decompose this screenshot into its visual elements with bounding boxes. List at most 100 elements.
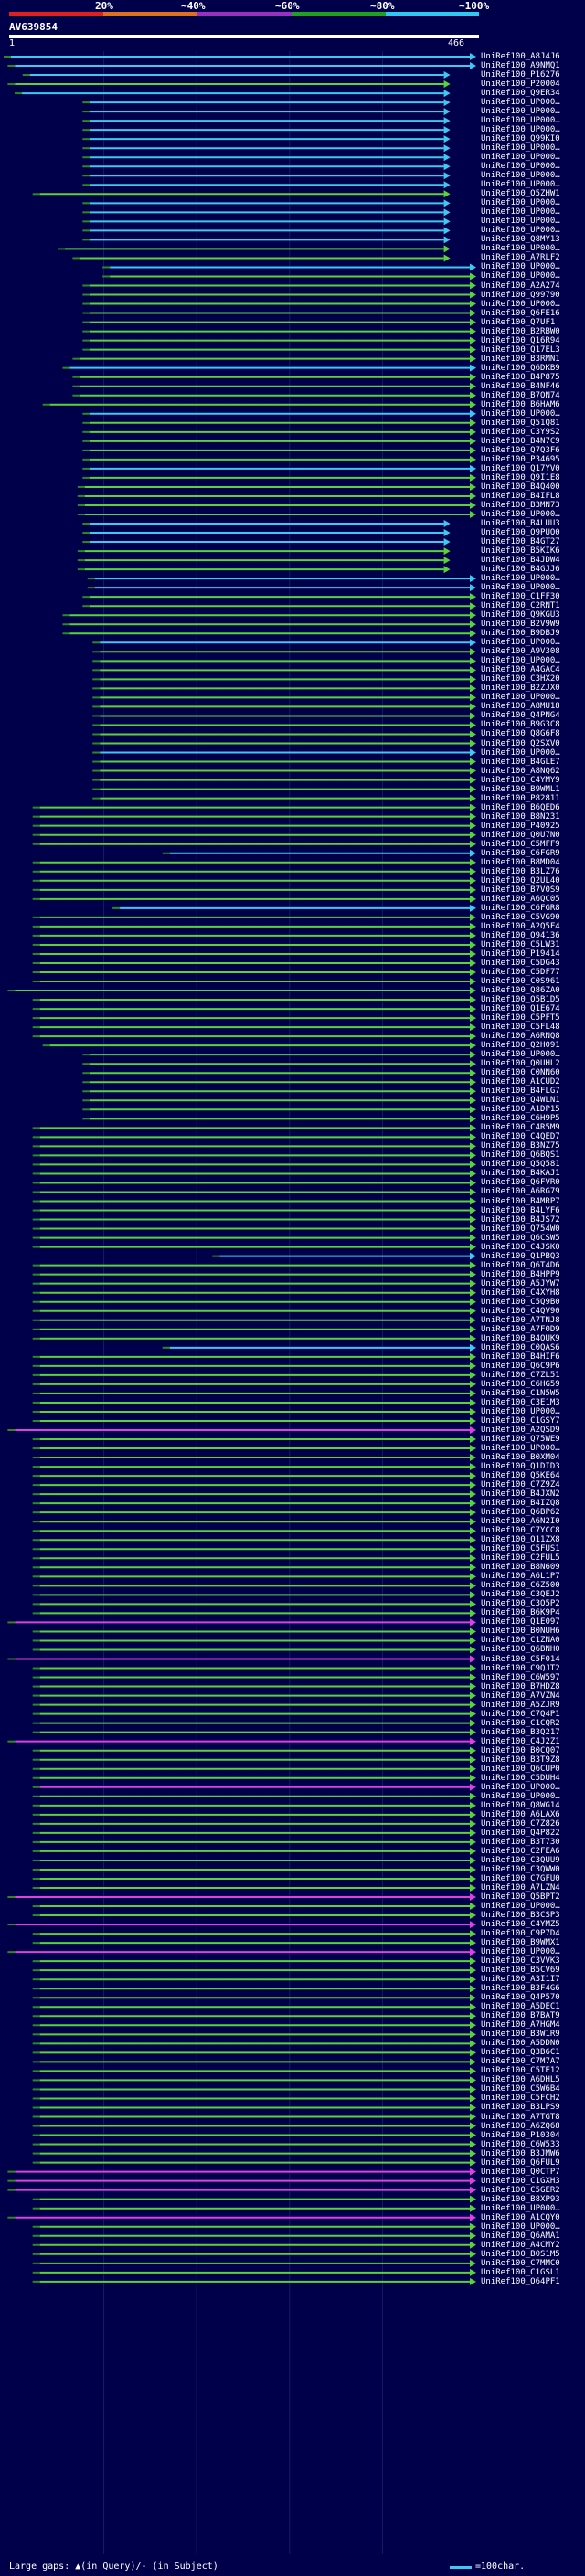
hit-label[interactable]: UniRef100_UP000…: [481, 408, 560, 419]
hit-label[interactable]: UniRef100_Q5ZHW1: [481, 189, 560, 199]
hit-label[interactable]: UniRef100_B3LZ76: [481, 866, 560, 876]
hit-label[interactable]: UniRef100_Q51Q81: [481, 418, 560, 428]
hit-label[interactable]: UniRef100_P16276: [481, 70, 560, 80]
hit-label[interactable]: UniRef100_UP000…: [481, 1902, 560, 1912]
hit-label[interactable]: UniRef100_B4FLG7: [481, 1087, 560, 1097]
hit-label[interactable]: UniRef100_Q6BNH0: [481, 1645, 560, 1655]
hit-label[interactable]: UniRef100_C4J2Z1: [481, 1736, 560, 1746]
hit-label[interactable]: UniRef100_A7HGM4: [481, 2020, 560, 2030]
hit-label[interactable]: UniRef100_UP000…: [481, 574, 560, 584]
hit-label[interactable]: UniRef100_B8XP93: [481, 2194, 560, 2204]
hit-label[interactable]: UniRef100_UP000…: [481, 207, 560, 217]
hit-label[interactable]: UniRef100_A2QSD9: [481, 1426, 560, 1435]
hit-label[interactable]: UniRef100_B0S1M5: [481, 2249, 560, 2259]
hit-label[interactable]: UniRef100_Q9PUQ0: [481, 528, 560, 538]
hit-label[interactable]: UniRef100_C5Q9B0: [481, 1297, 560, 1307]
hit-label[interactable]: UniRef100_C9QJT2: [481, 1663, 560, 1673]
hit-label[interactable]: UniRef100_C1GSY7: [481, 1415, 560, 1426]
hit-label[interactable]: UniRef100_Q1DID3: [481, 1462, 560, 1472]
hit-label[interactable]: UniRef100_Q6AMA1: [481, 2231, 560, 2241]
hit-label[interactable]: UniRef100_C6W533: [481, 2139, 560, 2149]
hit-label[interactable]: UniRef100_C6W597: [481, 1672, 560, 1682]
hit-label[interactable]: UniRef100_UP000…: [481, 1406, 560, 1416]
hit-label[interactable]: UniRef100_C3Y9S2: [481, 427, 560, 437]
hit-label[interactable]: UniRef100_C7Q4P1: [481, 1709, 560, 1719]
hit-label[interactable]: UniRef100_P34695: [481, 454, 560, 464]
hit-label[interactable]: UniRef100_B0NUH6: [481, 1627, 560, 1637]
hit-label[interactable]: UniRef100_A6L1P7: [481, 1572, 560, 1582]
hit-label[interactable]: UniRef100_UP000…: [481, 271, 560, 281]
hit-label[interactable]: UniRef100_C5VG90: [481, 912, 560, 922]
hit-label[interactable]: UniRef100_B4QUK9: [481, 1333, 560, 1343]
hit-label[interactable]: UniRef100_C3QEJ2: [481, 1590, 560, 1600]
hit-label[interactable]: UniRef100_B4P875: [481, 372, 560, 382]
hit-label[interactable]: UniRef100_UP000…: [481, 143, 560, 154]
hit-label[interactable]: UniRef100_Q2UL40: [481, 875, 560, 885]
hit-label[interactable]: UniRef100_Q8MY13: [481, 235, 560, 245]
hit-label[interactable]: UniRef100_C5W6B4: [481, 2084, 560, 2094]
hit-label[interactable]: UniRef100_C6FGR8: [481, 903, 560, 913]
hit-label[interactable]: UniRef100_C7YCC8: [481, 1526, 560, 1536]
hit-label[interactable]: UniRef100_Q4P570: [481, 1993, 560, 2003]
hit-label[interactable]: UniRef100_C7Z9Z4: [481, 1480, 560, 1490]
hit-label[interactable]: UniRef100_B2ZJX0: [481, 684, 560, 694]
hit-label[interactable]: UniRef100_Q6FUL9: [481, 2157, 560, 2168]
hit-label[interactable]: UniRef100_B4JXN2: [481, 1489, 560, 1500]
hit-label[interactable]: UniRef100_Q6CUP0: [481, 1764, 560, 1774]
hit-label[interactable]: UniRef100_B3T730: [481, 1837, 560, 1847]
hit-label[interactable]: UniRef100_B4LYF6: [481, 1205, 560, 1215]
hit-label[interactable]: UniRef100_A3I1I7: [481, 1975, 560, 1985]
hit-label[interactable]: UniRef100_B6K9P4: [481, 1608, 560, 1618]
hit-label[interactable]: UniRef100_Q754W0: [481, 1224, 560, 1234]
hit-label[interactable]: UniRef100_B9DBJ9: [481, 629, 560, 639]
hit-label[interactable]: UniRef100_C1ZNA0: [481, 1636, 560, 1646]
hit-label[interactable]: UniRef100_Q5B1D5: [481, 995, 560, 1005]
hit-label[interactable]: UniRef100_Q1E674: [481, 1004, 560, 1014]
hit-label[interactable]: UniRef100_B4HIF6: [481, 1352, 560, 1362]
hit-label[interactable]: UniRef100_B8N609: [481, 1563, 560, 1573]
hit-label[interactable]: UniRef100_Q86ZA0: [481, 986, 560, 996]
hit-label[interactable]: UniRef100_B4HPP9: [481, 1269, 560, 1279]
hit-label[interactable]: UniRef100_B3NZ75: [481, 1141, 560, 1151]
hit-label[interactable]: UniRef100_UP000…: [481, 2203, 560, 2213]
hit-label[interactable]: UniRef100_UP000…: [481, 510, 560, 519]
hit-label[interactable]: UniRef100_A6LAX6: [481, 1809, 560, 1819]
hit-label[interactable]: UniRef100_A5DEC1: [481, 2002, 560, 2012]
hit-label[interactable]: UniRef100_C2RNT1: [481, 601, 560, 611]
hit-label[interactable]: UniRef100_B3CSP3: [481, 1911, 560, 1921]
hit-label[interactable]: UniRef100_C3E1M3: [481, 1397, 560, 1407]
hit-label[interactable]: UniRef100_B6HAM6: [481, 399, 560, 409]
hit-label[interactable]: UniRef100_B7HDZ8: [481, 1681, 560, 1691]
hit-label[interactable]: UniRef100_UP000…: [481, 171, 560, 181]
hit-label[interactable]: UniRef100_C4XYH8: [481, 1288, 560, 1298]
hit-label[interactable]: UniRef100_UP000…: [481, 98, 560, 108]
hit-label[interactable]: UniRef100_B8MD04: [481, 857, 560, 867]
hit-label[interactable]: UniRef100_UP000…: [481, 153, 560, 163]
hit-label[interactable]: UniRef100_UP000…: [481, 116, 560, 126]
hit-label[interactable]: UniRef100_B5KIK6: [481, 546, 560, 557]
hit-label[interactable]: UniRef100_Q2H091: [481, 1041, 560, 1051]
hit-label[interactable]: UniRef100_Q7Q3F6: [481, 445, 560, 455]
hit-label[interactable]: UniRef100_Q1PBQ3: [481, 1251, 560, 1261]
hit-label[interactable]: UniRef100_Q9KGU3: [481, 610, 560, 620]
hit-label[interactable]: UniRef100_Q94136: [481, 930, 560, 940]
hit-label[interactable]: UniRef100_B9WML1: [481, 784, 560, 794]
hit-label[interactable]: UniRef100_UP000…: [481, 2221, 560, 2231]
hit-label[interactable]: UniRef100_C1N5W5: [481, 1388, 560, 1398]
hit-label[interactable]: UniRef100_Q17YV0: [481, 463, 560, 473]
hit-label[interactable]: UniRef100_A6RG79: [481, 1187, 560, 1197]
hit-label[interactable]: UniRef100_Q6FE16: [481, 308, 560, 318]
hit-label[interactable]: UniRef100_UP000…: [481, 299, 560, 309]
hit-label[interactable]: UniRef100_UP000…: [481, 693, 560, 703]
hit-label[interactable]: UniRef100_P19414: [481, 949, 560, 959]
hit-label[interactable]: UniRef100_C3VVK3: [481, 1956, 560, 1966]
hit-label[interactable]: UniRef100_C5MFF9: [481, 839, 560, 849]
hit-label[interactable]: UniRef100_B4GT27: [481, 537, 560, 547]
hit-label[interactable]: UniRef100_C7GFU0: [481, 1873, 560, 1883]
hit-label[interactable]: UniRef100_Q8WG14: [481, 1800, 560, 1810]
hit-label[interactable]: UniRef100_Q6BP62: [481, 1508, 560, 1518]
hit-label[interactable]: UniRef100_C0NN60: [481, 1068, 560, 1078]
hit-label[interactable]: UniRef100_C7M7A7: [481, 2057, 560, 2067]
hit-label[interactable]: UniRef100_B7QN74: [481, 390, 560, 400]
hit-label[interactable]: UniRef100_A1DP15: [481, 1105, 560, 1115]
